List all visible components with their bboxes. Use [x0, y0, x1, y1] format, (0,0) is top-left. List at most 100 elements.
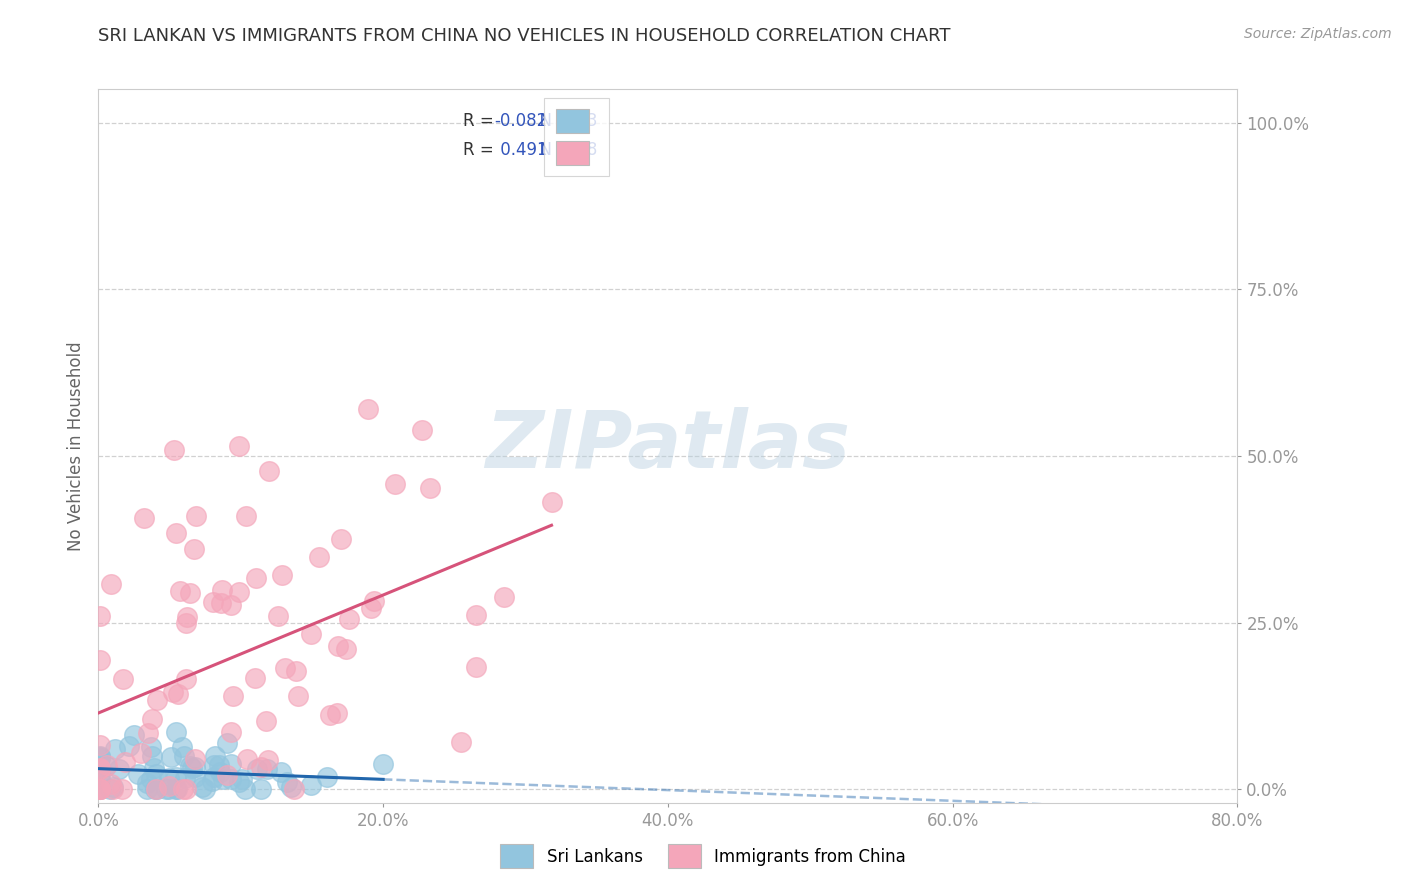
Point [157, 779, 180, 793]
Point [143, 782, 166, 797]
Point [89, 608, 111, 623]
Point [280, 780, 302, 795]
Point [172, 782, 194, 797]
Point [104, 742, 127, 756]
Point [202, 757, 225, 772]
Point [146, 782, 169, 797]
Point [419, 481, 441, 495]
Point [100, 777, 122, 791]
Point [173, 749, 195, 764]
Point [176, 610, 198, 624]
Point [235, 782, 257, 797]
Point [179, 586, 201, 600]
Point [162, 685, 184, 699]
Point [136, 725, 159, 739]
Point [183, 760, 205, 774]
Point [183, 542, 205, 557]
Point [209, 596, 232, 610]
Point [245, 571, 267, 585]
Point [219, 599, 242, 613]
Point [89, 782, 111, 797]
Point [228, 584, 250, 599]
Point [127, 767, 149, 781]
Point [186, 508, 208, 523]
Point [89, 761, 111, 775]
Point [373, 756, 395, 771]
Point [228, 775, 250, 789]
Point [335, 641, 357, 656]
Point [271, 568, 294, 582]
Point [145, 766, 167, 780]
Point [89, 759, 111, 773]
Point [108, 762, 131, 776]
Point [465, 659, 488, 673]
Point [257, 464, 280, 478]
Point [250, 782, 273, 797]
Point [384, 477, 406, 491]
Point [363, 594, 385, 608]
Point [411, 423, 433, 437]
Point [169, 583, 191, 598]
Point [270, 764, 292, 779]
Point [217, 768, 239, 782]
Point [299, 778, 322, 792]
Text: SRI LANKAN VS IMMIGRANTS FROM CHINA NO VEHICLES IN HOUSEHOLD CORRELATION CHART: SRI LANKAN VS IMMIGRANTS FROM CHINA NO V… [98, 27, 950, 45]
Point [202, 770, 225, 784]
Point [89, 767, 111, 781]
Point [464, 607, 486, 622]
Point [96, 757, 118, 772]
Point [184, 752, 207, 766]
Point [165, 525, 187, 540]
Point [141, 713, 163, 727]
Point [139, 739, 162, 754]
Point [287, 689, 309, 703]
Point [165, 770, 187, 784]
Point [236, 752, 259, 766]
Point [212, 772, 235, 786]
Point [250, 760, 273, 774]
Point [450, 735, 472, 749]
Point [124, 728, 146, 742]
Point [315, 770, 337, 784]
Point [231, 772, 253, 787]
Point [284, 664, 307, 678]
Point [492, 591, 515, 605]
Point [167, 687, 190, 701]
Point [89, 782, 111, 797]
Point [357, 402, 380, 417]
Point [135, 782, 157, 797]
Point [222, 690, 245, 704]
Point [134, 511, 156, 525]
Point [174, 616, 197, 631]
Point [162, 442, 184, 457]
Point [141, 749, 163, 764]
Point [89, 782, 111, 797]
Point [194, 782, 217, 797]
Point [276, 775, 298, 789]
Point [112, 673, 135, 687]
Text: N = 63: N = 63 [529, 112, 598, 130]
Point [145, 782, 167, 797]
Point [114, 755, 136, 769]
Point [165, 724, 187, 739]
Point [235, 509, 257, 524]
Point [174, 782, 197, 797]
Point [204, 749, 226, 764]
Point [243, 672, 266, 686]
Point [208, 758, 231, 772]
Text: Source: ZipAtlas.com: Source: ZipAtlas.com [1244, 27, 1392, 41]
Point [219, 756, 242, 771]
Point [103, 782, 125, 797]
Point [254, 714, 277, 728]
Point [117, 739, 139, 754]
Point [245, 762, 267, 776]
Point [165, 782, 187, 797]
Text: 0.491: 0.491 [495, 141, 547, 159]
Point [129, 746, 152, 760]
Point [157, 782, 180, 797]
Point [183, 770, 205, 784]
Point [146, 693, 169, 707]
Point [202, 595, 225, 609]
Point [179, 759, 201, 773]
Point [308, 549, 330, 564]
